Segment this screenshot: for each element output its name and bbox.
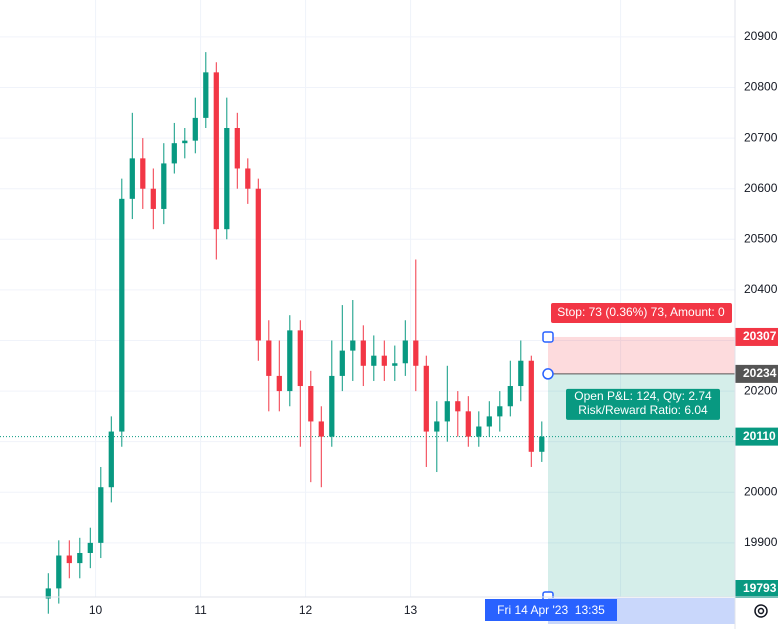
pnl-label-box: [566, 388, 720, 420]
rr-label: Risk/Reward Ratio: 6.04: [578, 403, 708, 417]
pnl-label: Open P&L: 124, Qty: 2.74: [574, 389, 712, 403]
candle-body: [476, 426, 482, 437]
stop-price-label: 20307: [743, 329, 777, 343]
candle-body: [98, 487, 104, 543]
target-price-label: 19793: [743, 581, 777, 595]
candle-body: [297, 330, 303, 387]
candle-body: [329, 375, 335, 437]
entry-price-label-box: [735, 364, 778, 383]
y-tick-label: 20400: [744, 282, 778, 296]
y-tick-label: 20600: [744, 181, 778, 195]
y-tick-label: 20900: [744, 29, 778, 43]
stop-handle: [542, 331, 554, 343]
stop-label: Stop: 73 (0.36%) 73, Amount: 0: [557, 305, 725, 319]
stop-price-label-box: [735, 327, 778, 346]
x-tick-label: 10: [89, 603, 103, 617]
candle-body: [108, 431, 114, 488]
gear[interactable]: [754, 604, 768, 618]
y-tick-label: 20200: [744, 383, 778, 397]
candle-body: [455, 401, 461, 412]
entry-handle: [542, 368, 554, 380]
candle-body: [465, 411, 471, 437]
candle-body: [507, 386, 513, 407]
y-tick-label: 19900: [744, 535, 778, 549]
candle-body: [423, 365, 429, 432]
candle-body: [528, 360, 534, 452]
candle-body: [350, 340, 356, 351]
y-tick-label: 20000: [744, 484, 778, 498]
candle-body: [255, 188, 261, 341]
candle-body: [413, 340, 419, 366]
current-price-label-box: [735, 427, 778, 446]
candle-body: [287, 330, 293, 392]
candle-body: [276, 375, 282, 392]
candle-body: [518, 360, 524, 387]
y-tick-label: 20800: [744, 80, 778, 94]
candle-body: [371, 355, 377, 366]
candle-body: [66, 555, 72, 564]
y-tick-label: 20700: [744, 130, 778, 144]
candle-body: [203, 72, 209, 118]
current-price-label: 20110: [743, 429, 776, 443]
candle-body: [339, 350, 345, 376]
candle-body: [213, 72, 219, 230]
candle-body: [182, 140, 188, 144]
candle-body: [434, 421, 440, 432]
y-tick-label: 20500: [744, 231, 778, 245]
candle-body: [224, 128, 230, 230]
candle-body: [402, 340, 408, 364]
candle-body: [308, 386, 314, 422]
settings-icon[interactable]: [754, 604, 768, 618]
x-tick-label: 11: [194, 603, 207, 617]
candle-body: [161, 163, 167, 209]
crosshair-label: Fri 14 Apr '23 13:35: [497, 603, 605, 617]
stop-zone: [548, 336, 735, 374]
candle-body: [444, 401, 450, 422]
x-tick-label: 12: [299, 603, 313, 617]
candle-body: [266, 340, 272, 376]
candle-body: [171, 143, 177, 164]
candle-body: [497, 406, 503, 417]
gear-center[interactable]: [757, 607, 765, 615]
candle-body: [234, 128, 240, 169]
target-price-label-box: [735, 580, 778, 598]
candle-body: [45, 588, 51, 599]
candle-body: [360, 340, 366, 366]
candle-body: [192, 117, 198, 141]
candle-body: [539, 436, 545, 452]
candle-body: [56, 555, 62, 589]
candle-body: [140, 158, 146, 189]
candle-body: [318, 421, 324, 437]
candle-body: [129, 158, 135, 199]
candle-body: [381, 355, 387, 366]
stop-label-box: [551, 302, 732, 323]
candle-body: [119, 198, 125, 432]
candle-body: [87, 542, 93, 553]
candle-body: [150, 188, 156, 209]
candle-body: [77, 552, 83, 564]
entry-price-label: 20234: [743, 366, 777, 380]
candle-body: [245, 168, 251, 189]
crosshair-label-box: [485, 599, 617, 621]
candle-body: [486, 416, 492, 427]
x-tick-label: 13: [404, 603, 418, 617]
candle-body: [392, 363, 398, 366]
